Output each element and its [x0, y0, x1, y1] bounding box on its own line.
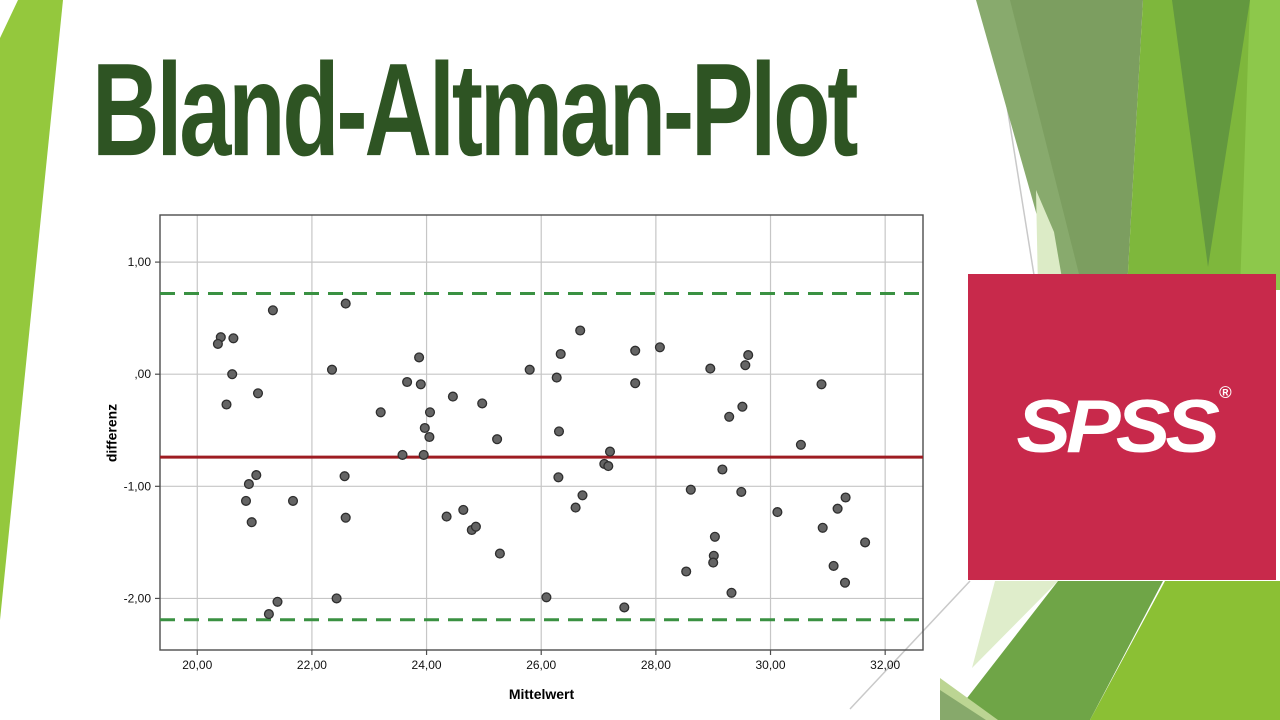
- data-point: [654, 342, 665, 353]
- data-point: [839, 577, 851, 588]
- data-point: [828, 560, 839, 571]
- data-point: [860, 537, 871, 548]
- data-point: [575, 325, 586, 336]
- data-point: [447, 391, 458, 402]
- data-point: [685, 484, 696, 495]
- data-point: [726, 587, 737, 598]
- x-tick-label: 24,00: [412, 658, 442, 672]
- x-tick-label: 22,00: [297, 658, 327, 672]
- x-tick-label: 20,00: [182, 658, 212, 672]
- data-point: [251, 470, 262, 481]
- data-point: [252, 388, 264, 399]
- data-point: [555, 348, 566, 360]
- data-point: [246, 517, 257, 528]
- data-point: [477, 398, 488, 409]
- data-point: [553, 472, 564, 483]
- y-tick-label: ,00: [134, 367, 151, 381]
- data-point: [795, 439, 806, 450]
- data-point: [630, 378, 641, 389]
- data-point: [541, 592, 552, 603]
- data-point: [577, 490, 588, 501]
- data-point: [240, 495, 252, 506]
- data-point: [272, 596, 283, 607]
- y-tick-label: 1,00: [128, 255, 152, 269]
- data-point: [458, 504, 469, 515]
- data-point: [619, 602, 630, 613]
- data-point: [418, 449, 429, 460]
- data-point: [832, 503, 843, 514]
- registered-mark-icon: ®: [1219, 383, 1232, 402]
- data-point: [424, 407, 436, 418]
- y-axis-label: differenz: [103, 403, 120, 463]
- data-point: [551, 372, 562, 383]
- data-point: [705, 363, 716, 374]
- data-point: [263, 609, 274, 620]
- data-point: [816, 379, 827, 390]
- data-point: [603, 461, 614, 472]
- data-point: [221, 399, 232, 410]
- data-point: [492, 434, 503, 445]
- top-right-decor: [940, 0, 1280, 290]
- data-point: [424, 431, 435, 443]
- scatter-points: [212, 298, 871, 620]
- spss-logo-text: SPSS: [1016, 384, 1220, 469]
- data-point: [736, 486, 747, 497]
- data-point: [419, 422, 430, 434]
- data-point: [494, 548, 505, 559]
- data-point: [470, 521, 481, 532]
- y-tick-label: -2,00: [124, 591, 152, 605]
- data-point: [708, 557, 719, 568]
- data-point: [267, 305, 278, 316]
- data-point: [243, 479, 254, 490]
- x-tick-label: 32,00: [870, 658, 900, 672]
- data-point: [340, 298, 351, 309]
- data-point: [724, 411, 735, 422]
- data-point: [524, 364, 535, 375]
- left-ribbon-decor: [0, 0, 63, 620]
- data-point: [840, 492, 851, 503]
- data-point: [553, 426, 565, 437]
- x-tick-label: 26,00: [526, 658, 556, 672]
- page-title: Bland-Altman-Plot: [92, 36, 858, 184]
- data-point: [415, 379, 426, 390]
- scatter-plot: 20,00 22,00 24,00 26,00 28,00 30,00 32,00 1,00,…: [124, 214, 924, 672]
- data-point: [397, 449, 408, 460]
- data-point: [709, 531, 720, 542]
- bland-altman-chart: 20,00 22,00 24,00 26,00 28,00 30,00 32,00 1,00,…: [90, 200, 950, 715]
- bottom-right-decor: [940, 575, 1280, 720]
- y-tick-label: -1,00: [124, 479, 152, 493]
- data-point: [717, 464, 728, 475]
- data-point: [737, 401, 748, 412]
- data-point: [817, 522, 828, 533]
- data-point: [604, 446, 616, 457]
- data-point: [441, 511, 452, 522]
- x-tick-label: 30,00: [755, 658, 785, 672]
- x-axis-label: Mittelwert: [508, 686, 575, 702]
- data-point: [340, 512, 351, 523]
- data-point: [339, 471, 350, 482]
- data-point: [402, 376, 413, 388]
- data-point: [681, 566, 692, 577]
- data-point: [630, 345, 641, 356]
- data-point: [375, 407, 386, 418]
- data-point: [740, 360, 751, 371]
- data-point: [326, 364, 338, 375]
- data-point: [743, 350, 754, 361]
- data-point: [212, 338, 223, 349]
- data-point: [331, 593, 342, 604]
- data-point: [570, 502, 581, 513]
- data-point: [414, 352, 425, 363]
- x-tick-label: 28,00: [641, 658, 671, 672]
- data-point: [227, 369, 238, 380]
- data-point: [287, 495, 299, 506]
- spss-logo: SPSS ®: [968, 274, 1276, 580]
- data-point: [772, 507, 783, 518]
- data-point: [228, 333, 239, 344]
